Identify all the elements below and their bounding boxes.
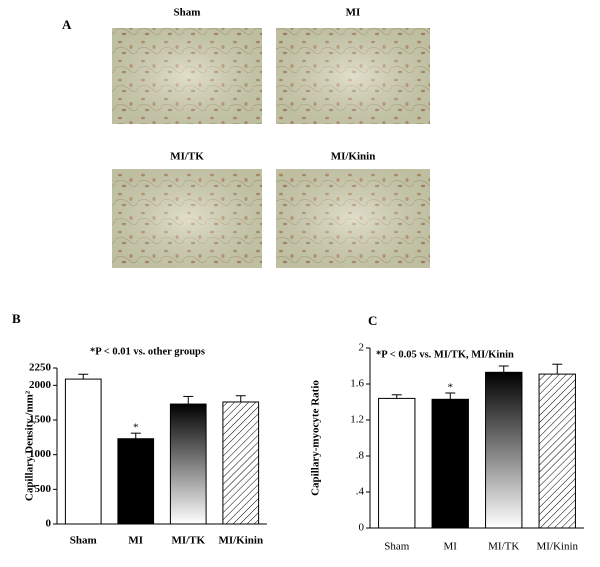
y-axis-label: Capillary-myocyte Ratio xyxy=(310,380,322,496)
bar xyxy=(538,373,576,529)
y-tick-label: .4 xyxy=(356,486,365,498)
y-tick-label: 0 xyxy=(359,522,365,534)
y-tick-label: 1.2 xyxy=(350,414,364,426)
y-tick-label: 1500 xyxy=(29,414,52,426)
x-tick-label: MI/Kinin xyxy=(536,541,578,553)
y-tick-label: 2250 xyxy=(29,362,52,374)
y-tick-label: .8 xyxy=(356,450,365,462)
bar xyxy=(117,438,155,525)
x-tick-label: Sham xyxy=(70,535,97,547)
bar xyxy=(64,378,102,525)
y-tick-label: 2 xyxy=(359,342,365,354)
image-label: MI/TK xyxy=(170,151,204,163)
bar xyxy=(485,371,523,529)
x-tick-label: MI xyxy=(128,535,143,547)
micrograph-shade xyxy=(276,169,430,268)
x-tick-label: MI xyxy=(444,541,458,553)
y-tick-label: 500 xyxy=(35,483,52,495)
bar xyxy=(431,398,469,529)
annotation: *P < 0.05 vs. MI/TK, MI/Kinin xyxy=(376,349,514,360)
bar xyxy=(169,403,207,525)
significance-mark: * xyxy=(133,422,139,434)
image-label: MI/Kinin xyxy=(331,151,376,163)
y-tick-label: 1.6 xyxy=(350,378,364,390)
bar xyxy=(378,397,416,529)
x-tick-label: MI/TK xyxy=(488,541,519,553)
micrograph-shade xyxy=(112,28,262,124)
x-tick-label: MI/TK xyxy=(171,535,205,547)
micrograph-shade xyxy=(112,169,262,268)
bar xyxy=(222,401,260,525)
x-tick-label: MI/Kinin xyxy=(218,535,263,547)
x-tick-label: Sham xyxy=(384,541,410,553)
panel-label: A xyxy=(62,17,72,32)
micrographs xyxy=(112,28,430,268)
panel-label: C xyxy=(368,313,377,328)
y-axis-label: Capillary Density /mm² xyxy=(24,390,36,501)
y-tick-label: 2000 xyxy=(29,379,52,391)
image-label: MI xyxy=(346,7,361,19)
panel-label: B xyxy=(12,311,21,326)
y-tick-label: 1000 xyxy=(29,448,52,460)
y-tick-label: 0 xyxy=(46,518,52,530)
image-label: Sham xyxy=(174,7,201,19)
annotation: *P < 0.01 vs. other groups xyxy=(90,346,205,357)
significance-mark: * xyxy=(448,382,454,394)
micrograph-shade xyxy=(276,28,430,124)
